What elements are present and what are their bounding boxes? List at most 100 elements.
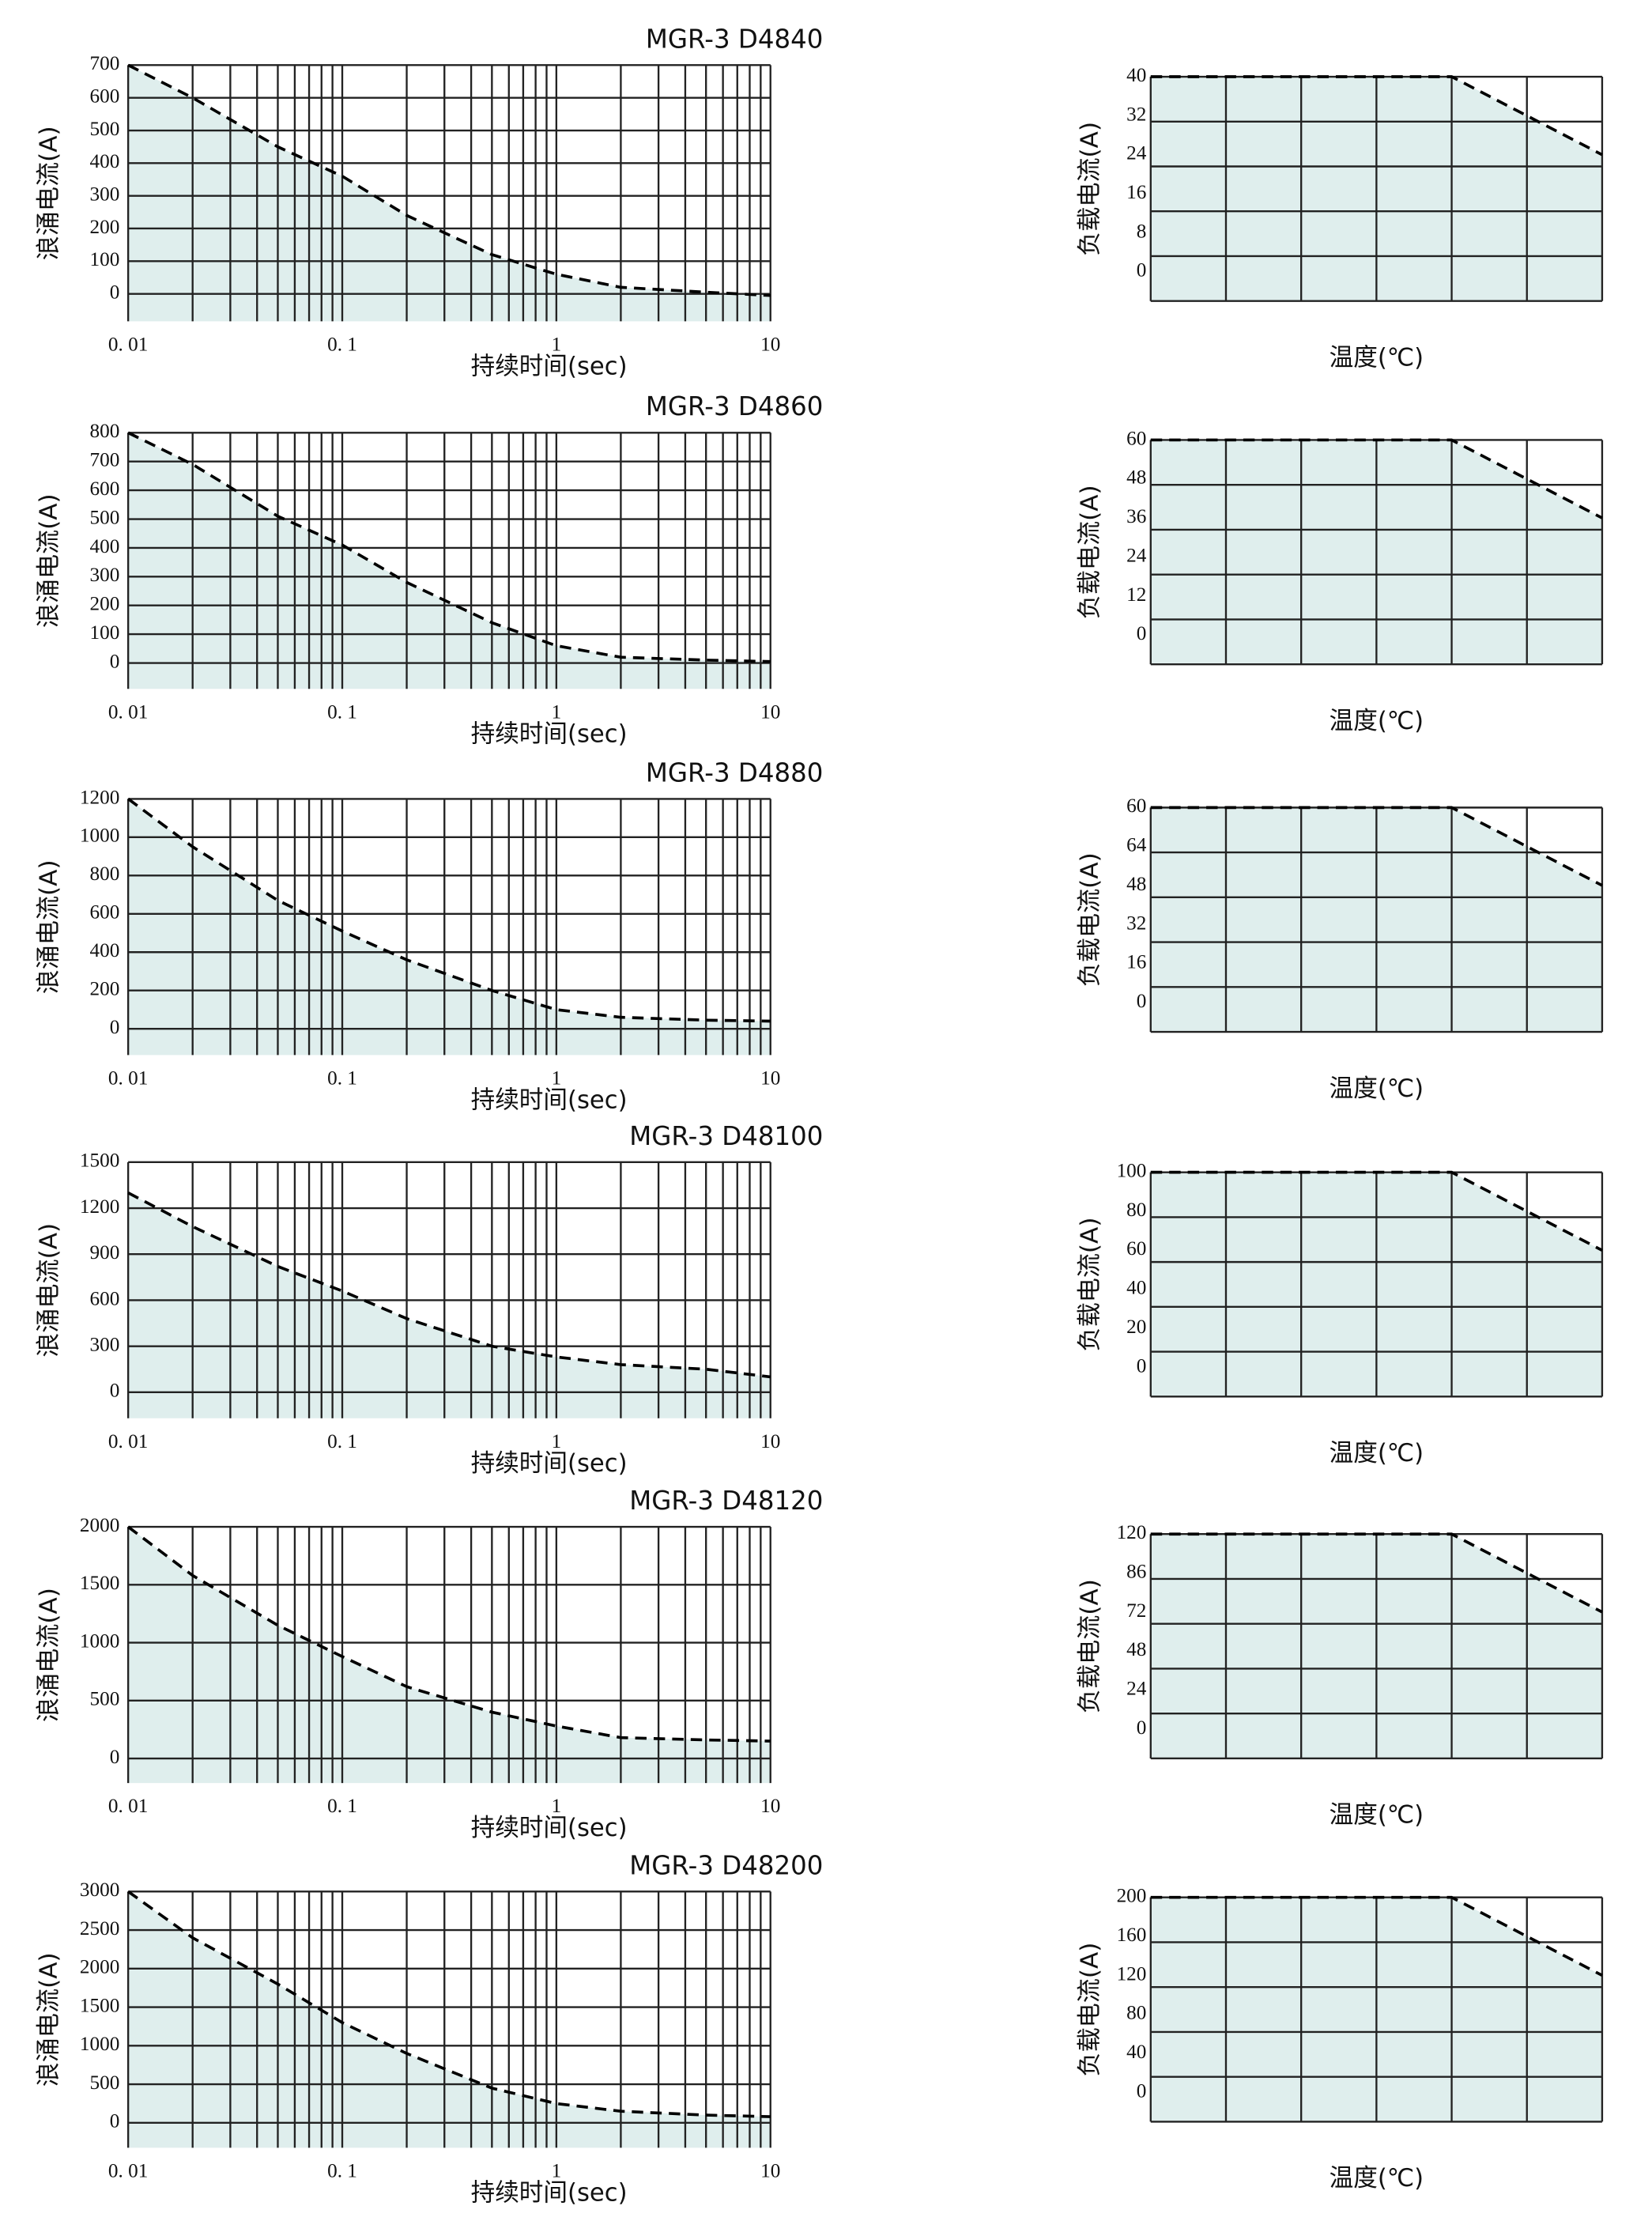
y-tick-label: 1000 bbox=[80, 825, 119, 847]
y-tick-label: 80 bbox=[1126, 2001, 1146, 2023]
y-tick-label: 24 bbox=[1126, 142, 1146, 164]
y-tick-label: 60 bbox=[1126, 795, 1146, 817]
x-axis-label: 持续时间(sec) bbox=[471, 720, 628, 748]
y-tick-label: 16 bbox=[1126, 181, 1146, 203]
x-tick-label: 10 bbox=[760, 1067, 780, 1089]
y-tick-label: 1000 bbox=[80, 2033, 119, 2055]
y-tick-label: 32 bbox=[1126, 103, 1146, 125]
y-tick-label: 700 bbox=[90, 52, 120, 74]
y-tick-label: 800 bbox=[90, 420, 120, 442]
y-tick-label: 40 bbox=[1126, 64, 1146, 86]
x-tick-label: 10 bbox=[760, 701, 780, 723]
y-axis-label: 负载电流(A) bbox=[1076, 852, 1104, 987]
x-axis-label: 温度(℃) bbox=[1330, 1075, 1424, 1103]
y-axis-label: 浪涌电流(A) bbox=[35, 126, 63, 260]
x-axis-label: 温度(℃) bbox=[1330, 343, 1424, 372]
y-tick-label: 0 bbox=[110, 281, 120, 303]
x-axis-label: 持续时间(sec) bbox=[471, 2178, 628, 2207]
y-tick-label: 0 bbox=[110, 1016, 120, 1038]
y-tick-label: 1200 bbox=[80, 1195, 119, 1218]
y-tick-label: 2000 bbox=[80, 1514, 119, 1536]
y-axis-label: 浪涌电流(A) bbox=[35, 859, 63, 994]
y-tick-label: 0 bbox=[1137, 2079, 1147, 2102]
y-tick-label: 500 bbox=[90, 1687, 120, 1709]
curve bbox=[127, 431, 771, 663]
y-tick-label: 100 bbox=[1117, 1159, 1147, 1181]
y-tick-label: 400 bbox=[90, 939, 120, 961]
y-tick-label: 400 bbox=[90, 150, 120, 172]
x-axis-label: 温度(℃) bbox=[1330, 1439, 1424, 1467]
chart-title: MGR-3 D48120 bbox=[629, 1486, 823, 1516]
x-tick-label: 1 bbox=[552, 1430, 562, 1452]
y-axis-label: 负载电流(A) bbox=[1076, 485, 1104, 619]
y-tick-label: 100 bbox=[90, 248, 120, 270]
y-tick-label: 600 bbox=[90, 85, 120, 107]
y-axis-label: 负载电流(A) bbox=[1076, 1579, 1104, 1713]
curve bbox=[127, 1192, 771, 1379]
y-tick-label: 60 bbox=[1126, 427, 1146, 449]
x-axis-label: 温度(℃) bbox=[1330, 707, 1424, 735]
y-tick-label: 0 bbox=[1137, 990, 1147, 1012]
y-tick-label: 160 bbox=[1117, 1924, 1147, 1946]
y-tick-label: 16 bbox=[1126, 951, 1146, 973]
y-tick-label: 32 bbox=[1126, 912, 1146, 934]
y-tick-label: 40 bbox=[1126, 2041, 1146, 2063]
curve bbox=[1150, 1895, 1603, 1977]
x-tick-label: 10 bbox=[760, 2159, 780, 2181]
y-tick-label: 24 bbox=[1126, 1677, 1146, 1699]
y-tick-label: 800 bbox=[90, 863, 120, 885]
y-axis-label: 浪涌电流(A) bbox=[35, 1223, 63, 1358]
y-tick-label: 700 bbox=[90, 448, 120, 470]
y-tick-label: 2500 bbox=[80, 1917, 119, 1940]
x-tick-label: 10 bbox=[760, 333, 780, 355]
y-tick-label: 200 bbox=[90, 977, 120, 999]
y-tick-label: 0 bbox=[110, 1746, 120, 1768]
y-tick-label: 0 bbox=[1137, 622, 1147, 644]
y-tick-label: 500 bbox=[90, 2072, 120, 2094]
x-tick-label: 0. 01 bbox=[108, 1795, 148, 1817]
chart-title: MGR-3 D4840 bbox=[646, 24, 823, 54]
y-tick-label: 300 bbox=[90, 1333, 120, 1355]
curve bbox=[1150, 1170, 1603, 1252]
area bbox=[128, 1192, 771, 1418]
y-tick-label: 0 bbox=[1137, 259, 1147, 281]
y-tick-label: 86 bbox=[1126, 1560, 1146, 1582]
y-tick-label: 0 bbox=[110, 2110, 120, 2132]
x-tick-label: 0. 1 bbox=[327, 2159, 357, 2181]
y-tick-label: 1500 bbox=[80, 1994, 119, 2016]
x-tick-label: 0. 1 bbox=[327, 333, 357, 355]
y-tick-label: 200 bbox=[90, 216, 120, 238]
x-tick-label: 10 bbox=[760, 1795, 780, 1817]
y-tick-label: 48 bbox=[1126, 1638, 1146, 1660]
y-tick-label: 500 bbox=[90, 118, 120, 140]
x-axis-label: 持续时间(sec) bbox=[471, 1814, 628, 1842]
y-axis-label: 负载电流(A) bbox=[1076, 1943, 1104, 2077]
y-tick-label: 1500 bbox=[80, 1150, 119, 1172]
x-axis-label: 持续时间(sec) bbox=[471, 1449, 628, 1478]
x-axis-label: 持续时间(sec) bbox=[471, 1086, 628, 1114]
chart-title: MGR-3 D48100 bbox=[629, 1121, 823, 1151]
y-tick-label: 60 bbox=[1126, 1237, 1146, 1260]
x-tick-label: 1 bbox=[552, 1795, 562, 1817]
y-axis-label: 负载电流(A) bbox=[1076, 1218, 1104, 1352]
curve bbox=[1150, 1532, 1603, 1614]
curve bbox=[1150, 806, 1603, 887]
y-tick-label: 600 bbox=[90, 478, 120, 500]
x-axis-label: 温度(℃) bbox=[1330, 2164, 1424, 2193]
x-tick-label: 0. 01 bbox=[108, 701, 148, 723]
area bbox=[128, 432, 771, 689]
chart-title: MGR-3 D48200 bbox=[629, 1850, 823, 1880]
y-tick-label: 200 bbox=[1117, 1884, 1147, 1906]
y-tick-label: 200 bbox=[90, 592, 120, 614]
y-tick-label: 900 bbox=[90, 1241, 120, 1263]
x-axis-label: 持续时间(sec) bbox=[471, 352, 628, 380]
x-axis-label: 温度(℃) bbox=[1330, 1801, 1424, 1830]
curve bbox=[127, 63, 771, 297]
y-tick-label: 120 bbox=[1117, 1962, 1147, 1985]
x-tick-label: 0. 1 bbox=[327, 1067, 357, 1089]
y-axis-label: 浪涌电流(A) bbox=[35, 493, 63, 628]
y-tick-label: 600 bbox=[90, 1287, 120, 1309]
y-tick-label: 500 bbox=[90, 506, 120, 528]
y-tick-label: 0 bbox=[1137, 1354, 1147, 1377]
